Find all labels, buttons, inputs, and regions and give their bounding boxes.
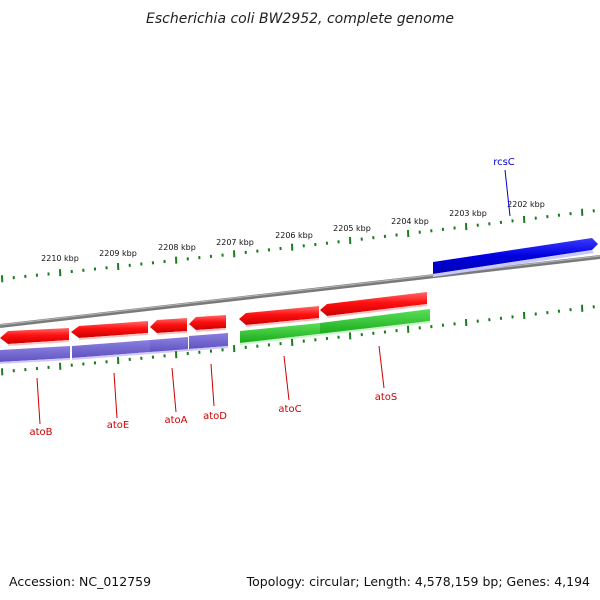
gene-label-group-atoE: atoE: [107, 372, 130, 431]
gene-label-atoE[interactable]: atoE: [107, 420, 130, 431]
scale-label-2207: 2207 kbp: [216, 238, 254, 247]
gene-label-group-atoS: atoS: [375, 345, 398, 403]
genome-backbone-highlight: [0, 255, 600, 326]
scale-label-2205: 2205 kbp: [333, 224, 371, 233]
gene-label-atoA[interactable]: atoA: [164, 415, 187, 426]
scale-label-2203: 2203 kbp: [449, 209, 487, 218]
scale-label-2208: 2208 kbp: [158, 243, 196, 252]
gene-atoD-feature[interactable]: [189, 315, 226, 332]
gene-label-atoD[interactable]: atoD: [203, 411, 227, 422]
scale-label-2210: 2210 kbp: [41, 254, 79, 263]
gene-atoC-feature[interactable]: [239, 306, 319, 327]
accession-text: Accession: NC_012759: [9, 574, 151, 589]
gene-label-group-atoC: atoC: [278, 355, 302, 415]
scale-label-2204: 2204 kbp: [391, 217, 429, 226]
gene-atoA-feature[interactable]: [150, 318, 187, 335]
gene-label-atoS[interactable]: atoS: [375, 392, 398, 403]
scale-label-2206: 2206 kbp: [275, 231, 313, 240]
gene-label-group-atoA: atoA: [164, 367, 188, 426]
gene-label-group-atoD: atoD: [203, 363, 227, 422]
gene-label-group-atoB: atoB: [29, 377, 53, 438]
scale-label-2202: 2202 kbp: [507, 200, 545, 209]
gene-atoS-feature[interactable]: [320, 292, 427, 318]
lower-tick-track: [1, 304, 595, 376]
gene-label-atoC[interactable]: atoC: [278, 404, 301, 415]
gene-label-rcsC[interactable]: rcsC: [493, 157, 515, 168]
genome-backbone: [0, 255, 600, 328]
gene-atoB-feature[interactable]: [0, 328, 69, 346]
gene-label-atoB[interactable]: atoB: [29, 427, 52, 438]
gene-atoE-feature[interactable]: [71, 321, 148, 340]
scale-label-2209: 2209 kbp: [99, 249, 137, 258]
cds-track: [0, 309, 430, 364]
map-title: Escherichia coli BW2952, complete genome: [146, 11, 454, 27]
upper-tick-track: [1, 208, 595, 283]
topology-summary-text: Topology: circular; Length: 4,578,159 bp…: [246, 574, 590, 589]
gene-rcsC-feature[interactable]: [433, 238, 598, 277]
gene-label-group-rcsC: rcsC: [493, 157, 515, 217]
